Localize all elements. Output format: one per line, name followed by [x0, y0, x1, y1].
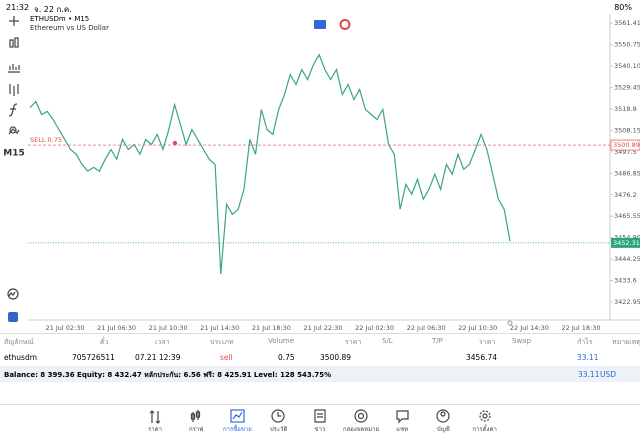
- table-header: ประเภท: [210, 338, 234, 346]
- y-tick-label: 3422.95: [614, 298, 640, 306]
- one-click-icon[interactable]: [314, 20, 326, 29]
- table-header: ราคา: [479, 338, 496, 346]
- y-tick-label: 3550.75: [614, 41, 640, 49]
- y-tick-label: 3476.2: [614, 191, 637, 199]
- table-header: ราคา: [345, 338, 362, 346]
- x-tick-label: 22 Jul 06:30: [407, 324, 446, 332]
- order-label: SELL 0.75: [30, 136, 62, 144]
- nav-item[interactable]: ราคา: [148, 426, 162, 433]
- y-tick-label: 3486.85: [614, 169, 640, 177]
- order-marker: [172, 140, 178, 146]
- y-tick-label: 3465.55: [614, 212, 640, 220]
- nav-divider: [0, 404, 640, 405]
- nav-item[interactable]: ข่าว: [314, 426, 326, 433]
- chart-subtitle: Ethereum vs US Dollar: [30, 24, 109, 32]
- table-cell: ethusdm: [4, 353, 38, 362]
- nav-item[interactable]: กล่องจดหมาย: [342, 426, 380, 433]
- nav-item[interactable]: การซื้อขาย: [222, 426, 252, 433]
- order-price: 3500.89: [613, 141, 640, 149]
- price-line: [29, 53, 511, 275]
- table-cell: 705726511: [72, 353, 115, 362]
- table-header: กำไร: [577, 338, 593, 346]
- balance-text: Balance: 8 399.36 Equity: 8 432.47 หลักป…: [4, 371, 332, 379]
- scroll-marker: [507, 320, 513, 326]
- y-tick-label: 3561.41: [614, 19, 640, 27]
- table-cell: 07.21 12:39: [135, 353, 181, 362]
- y-tick-label: 3508.15: [614, 126, 640, 134]
- y-tick-label: 3444.25: [614, 255, 640, 263]
- table-header: เวลา: [155, 338, 170, 346]
- nav-item[interactable]: ประวัติ: [269, 426, 288, 433]
- x-tick-label: 21 Jul 06:30: [97, 324, 136, 332]
- balance-bar: [0, 366, 640, 382]
- y-tick-label: 3518.8: [614, 105, 637, 113]
- table-header: S/L: [382, 337, 393, 345]
- x-tick-label: 21 Jul 18:30: [252, 324, 291, 332]
- x-tick-label: 21 Jul 10:30: [149, 324, 188, 332]
- table-cell: 33.11: [577, 353, 599, 362]
- balance-profit: 33.11: [578, 370, 600, 379]
- table-cell: sell: [220, 353, 233, 362]
- table-header: Volume: [268, 337, 295, 345]
- status-time: 21:32: [6, 3, 30, 12]
- x-tick-label: 22 Jul 14:30: [510, 324, 549, 332]
- app-icon[interactable]: [8, 312, 18, 322]
- status-date: จ. 22 ก.ค.: [34, 5, 72, 14]
- table-header: สัญลักษณ์: [4, 338, 34, 346]
- bid-price: 3452.31: [613, 239, 640, 247]
- toolbar-icons[interactable]: [7, 16, 20, 300]
- nav-item[interactable]: บัญชี: [436, 426, 450, 433]
- table-header: T/P: [432, 337, 443, 345]
- y-tick-label: 3433.6: [614, 277, 637, 285]
- nav-icons: [149, 409, 491, 424]
- table-header: Swap: [512, 337, 531, 345]
- timeframe: M15: [3, 149, 24, 159]
- balance-currency: USD: [600, 370, 617, 379]
- y-tick-label: 3454.90: [614, 234, 640, 242]
- status-battery: 80%: [614, 3, 632, 12]
- chart: ETHUSDm • M15 Ethereum vs US Dollar M15 …: [3, 14, 640, 332]
- nav-item[interactable]: แชท: [396, 426, 409, 433]
- bid-price-box: [611, 237, 640, 248]
- nav-item[interactable]: กราฟ: [188, 426, 204, 433]
- x-tick-label: 22 Jul 18:30: [562, 324, 601, 332]
- table-header: ตั๋ว: [100, 338, 109, 346]
- y-tick-label: 3529.45: [614, 84, 640, 92]
- nav-item[interactable]: การตั้งค่า: [472, 426, 497, 433]
- y-tick-label: 3497.5: [614, 148, 637, 156]
- x-tick-label: 21 Jul 02:30: [46, 324, 85, 332]
- table-cell: 3456.74: [466, 353, 498, 362]
- trade-icon[interactable]: [339, 19, 351, 30]
- chart-title: ETHUSDm • M15: [30, 15, 89, 23]
- x-tick-label: 22 Jul 02:30: [355, 324, 394, 332]
- x-tick-label: 21 Jul 22:30: [304, 324, 343, 332]
- order-price-box: [610, 139, 640, 151]
- divider: [0, 333, 640, 334]
- table-cell: 3500.89: [320, 353, 352, 362]
- y-tick-label: 3540.10: [614, 62, 640, 70]
- x-tick-label: 21 Jul 14:30: [200, 324, 239, 332]
- table-cell: 0.75: [278, 353, 295, 362]
- table-header: หมายเหตุ: [612, 338, 640, 346]
- x-tick-label: 22 Jul 10:30: [458, 324, 497, 332]
